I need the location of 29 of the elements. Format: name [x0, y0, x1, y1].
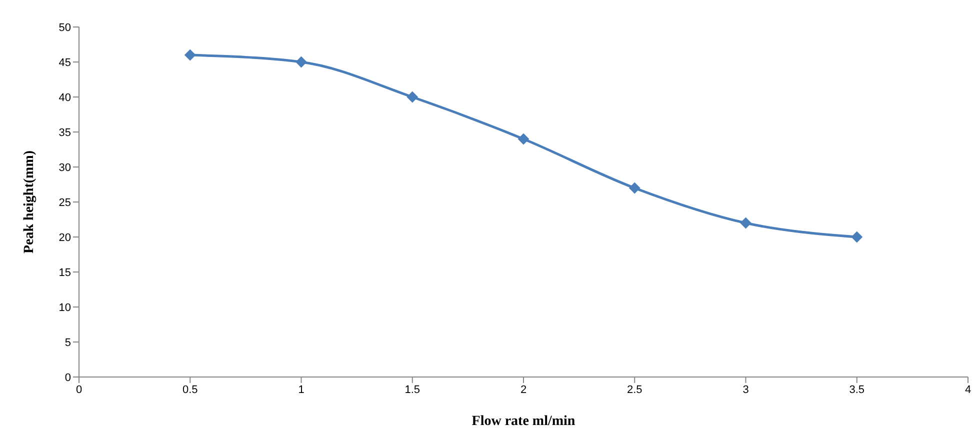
y-tick-label: 5	[64, 336, 71, 349]
y-tick-label: 10	[58, 302, 71, 314]
point	[296, 56, 307, 68]
y-tick-label: 35	[58, 126, 71, 139]
y-tick-label: 15	[58, 266, 71, 279]
point	[851, 232, 862, 242]
point	[629, 182, 640, 194]
x-tick-label: 2.5	[626, 384, 642, 396]
x-tick-label: 2	[520, 384, 527, 396]
point	[740, 218, 752, 228]
x-tick-label: 1.5	[404, 384, 420, 396]
x-tick-label: 0	[76, 384, 82, 396]
x-tick-label: 4	[964, 384, 972, 396]
point	[406, 92, 418, 102]
x-tick-label: 1	[298, 384, 304, 396]
point	[518, 134, 529, 144]
x-axis-title: Flow rate ml/min	[472, 414, 576, 429]
x-tick-label: 0.5	[182, 384, 198, 396]
x-tick-label: 3.5	[849, 384, 865, 396]
y-tick-label: 30	[58, 162, 71, 174]
y-axis-title: Peak height(mm)	[22, 150, 37, 254]
point	[184, 50, 196, 60]
y-tick-label: 40	[58, 92, 71, 104]
x-tick-label: 3	[742, 384, 749, 396]
y-tick-label: 45	[58, 56, 71, 69]
y-tick-label: 0	[64, 372, 71, 384]
y-tick-label: 50	[58, 22, 71, 34]
y-tick-label: 25	[58, 196, 71, 209]
y-tick-label: 20	[58, 232, 71, 244]
